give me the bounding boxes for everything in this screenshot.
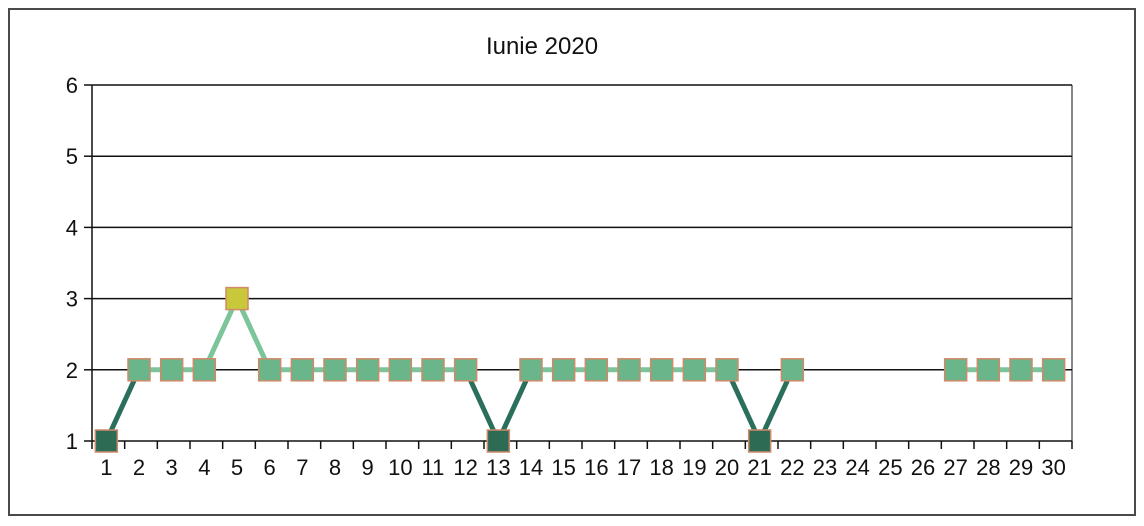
data-point [943,358,968,382]
series-line-segment [201,296,240,373]
axis-layer [84,84,1073,449]
data-point [127,358,151,382]
x-tick-label: 26 [911,455,935,480]
series-line-segment [757,367,795,444]
data-point [747,429,772,453]
x-tick-label: 15 [551,455,575,480]
data-point [551,358,576,382]
x-tick-label: 20 [715,455,739,480]
x-tick-label: 18 [649,455,673,480]
x-tick-label: 2 [133,455,145,480]
series-line-segment [103,367,142,444]
data-point [323,358,347,382]
series-line-segment [234,296,273,373]
x-tick-label: 21 [747,455,771,480]
x-tick-label: 12 [453,455,477,480]
data-point [94,429,119,453]
data-point [1041,358,1066,382]
y-tick-label: 3 [66,287,78,312]
x-tick-label: 25 [878,455,902,480]
x-tick-label: 17 [617,455,641,480]
data-point [780,358,805,382]
x-tick-label: 8 [329,455,341,480]
y-tick-label: 5 [66,144,78,169]
series-line-segment [724,367,763,444]
y-tick-label: 2 [66,358,78,383]
data-point [192,358,217,382]
x-tick-label: 16 [584,455,608,480]
grid-layer [92,84,1072,371]
data-point [486,429,511,453]
data-point [649,358,674,382]
x-tick-label: 30 [1041,455,1065,480]
x-tick-label: 13 [486,455,510,480]
data-point [519,358,543,382]
x-tick-label: 29 [1009,455,1033,480]
data-point [715,358,739,382]
chart-title: Iunie 2020 [486,33,598,60]
data-point [225,286,249,311]
x-tick-label: 11 [422,455,445,480]
data-point [682,358,707,382]
data-point [617,358,641,382]
x-tick-label: 19 [682,455,706,480]
x-tick-label: 22 [780,455,804,480]
series-line-segment [495,367,534,444]
data-point [1009,358,1033,382]
x-tick-label: 14 [519,455,543,480]
x-tick-label: 6 [264,455,276,480]
x-tick-label: 23 [813,455,837,480]
data-point [976,358,1001,382]
data-point [290,358,315,382]
x-tick-label: 4 [198,455,210,480]
x-tick-label: 1 [100,455,112,480]
data-point [257,358,282,382]
y-tick-label: 4 [66,215,78,240]
series-markers [94,286,1066,453]
chart-frame: Iunie 2020 1 2 3 4 5 6 1 2 3 4 5 6 7 8 9 10 11 12 13 14 15 16… [8,8,1136,516]
data-point [453,358,478,382]
y-tick-label: 1 [66,429,78,454]
x-tick-label: 27 [943,455,967,480]
x-tick-label: 5 [231,455,243,480]
y-tick-label: 6 [66,73,78,98]
data-point [584,358,609,382]
x-tick-label: 9 [362,455,374,480]
x-tick-label: 24 [845,455,869,480]
x-tick-label: 28 [976,455,1000,480]
data-point [421,358,445,382]
x-tick-label: 10 [388,455,412,480]
data-point [159,358,184,382]
x-tick-label: 7 [296,455,308,480]
data-point [355,358,380,382]
data-point [388,358,413,382]
x-tick-label: 3 [166,455,178,480]
series-line-segment [463,367,501,444]
